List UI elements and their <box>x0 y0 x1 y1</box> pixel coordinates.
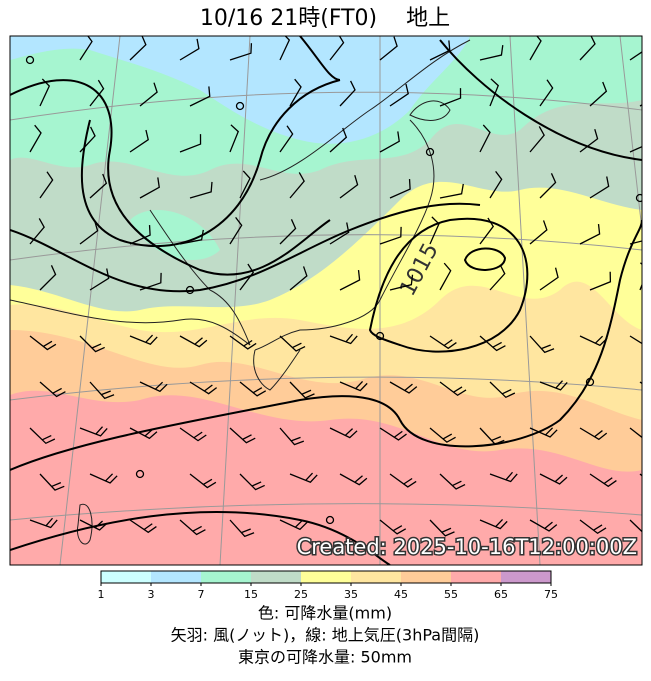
caption-line: 矢羽: 風(ノット)，線: 地上気圧(3hPa間隔) <box>171 626 480 645</box>
colorbar-segment <box>401 571 451 583</box>
colorbar-tick-label: 75 <box>544 588 558 601</box>
caption-line: 色: 可降水量(mm) <box>258 604 392 623</box>
map: 1015 Created: 2025-10-16T12:00:00Z <box>10 33 651 565</box>
caption-line: 東京の可降水量: 50mm <box>238 648 412 667</box>
colorbar-segment <box>101 571 151 583</box>
colorbar-tick-label: 35 <box>344 588 358 601</box>
colorbar-segment <box>151 571 201 583</box>
colorbar-tick-label: 25 <box>294 588 308 601</box>
colorbar-tick-label: 45 <box>394 588 408 601</box>
created-stamp: Created: 2025-10-16T12:00:00Z <box>297 535 637 559</box>
colorbar-segment <box>301 571 351 583</box>
colorbar-tick-label: 3 <box>148 588 155 601</box>
colorbar-segment <box>451 571 501 583</box>
colorbar-tick-label: 7 <box>198 588 205 601</box>
colorbar-segment <box>201 571 251 583</box>
map-title: 10/16 21時(FT0) 地上 <box>200 6 450 31</box>
colorbar-tick-label: 1 <box>98 588 105 601</box>
colorbar-segment <box>251 571 301 583</box>
colorbar-segment <box>351 571 401 583</box>
colorbar-tick-label: 15 <box>244 588 258 601</box>
colorbar-segment <box>501 571 551 583</box>
colorbar-tick-label: 65 <box>494 588 508 601</box>
colorbar-tick-label: 55 <box>444 588 458 601</box>
colorbar: 1 3 7 15 25 35 45 55 65 75 <box>98 571 559 601</box>
